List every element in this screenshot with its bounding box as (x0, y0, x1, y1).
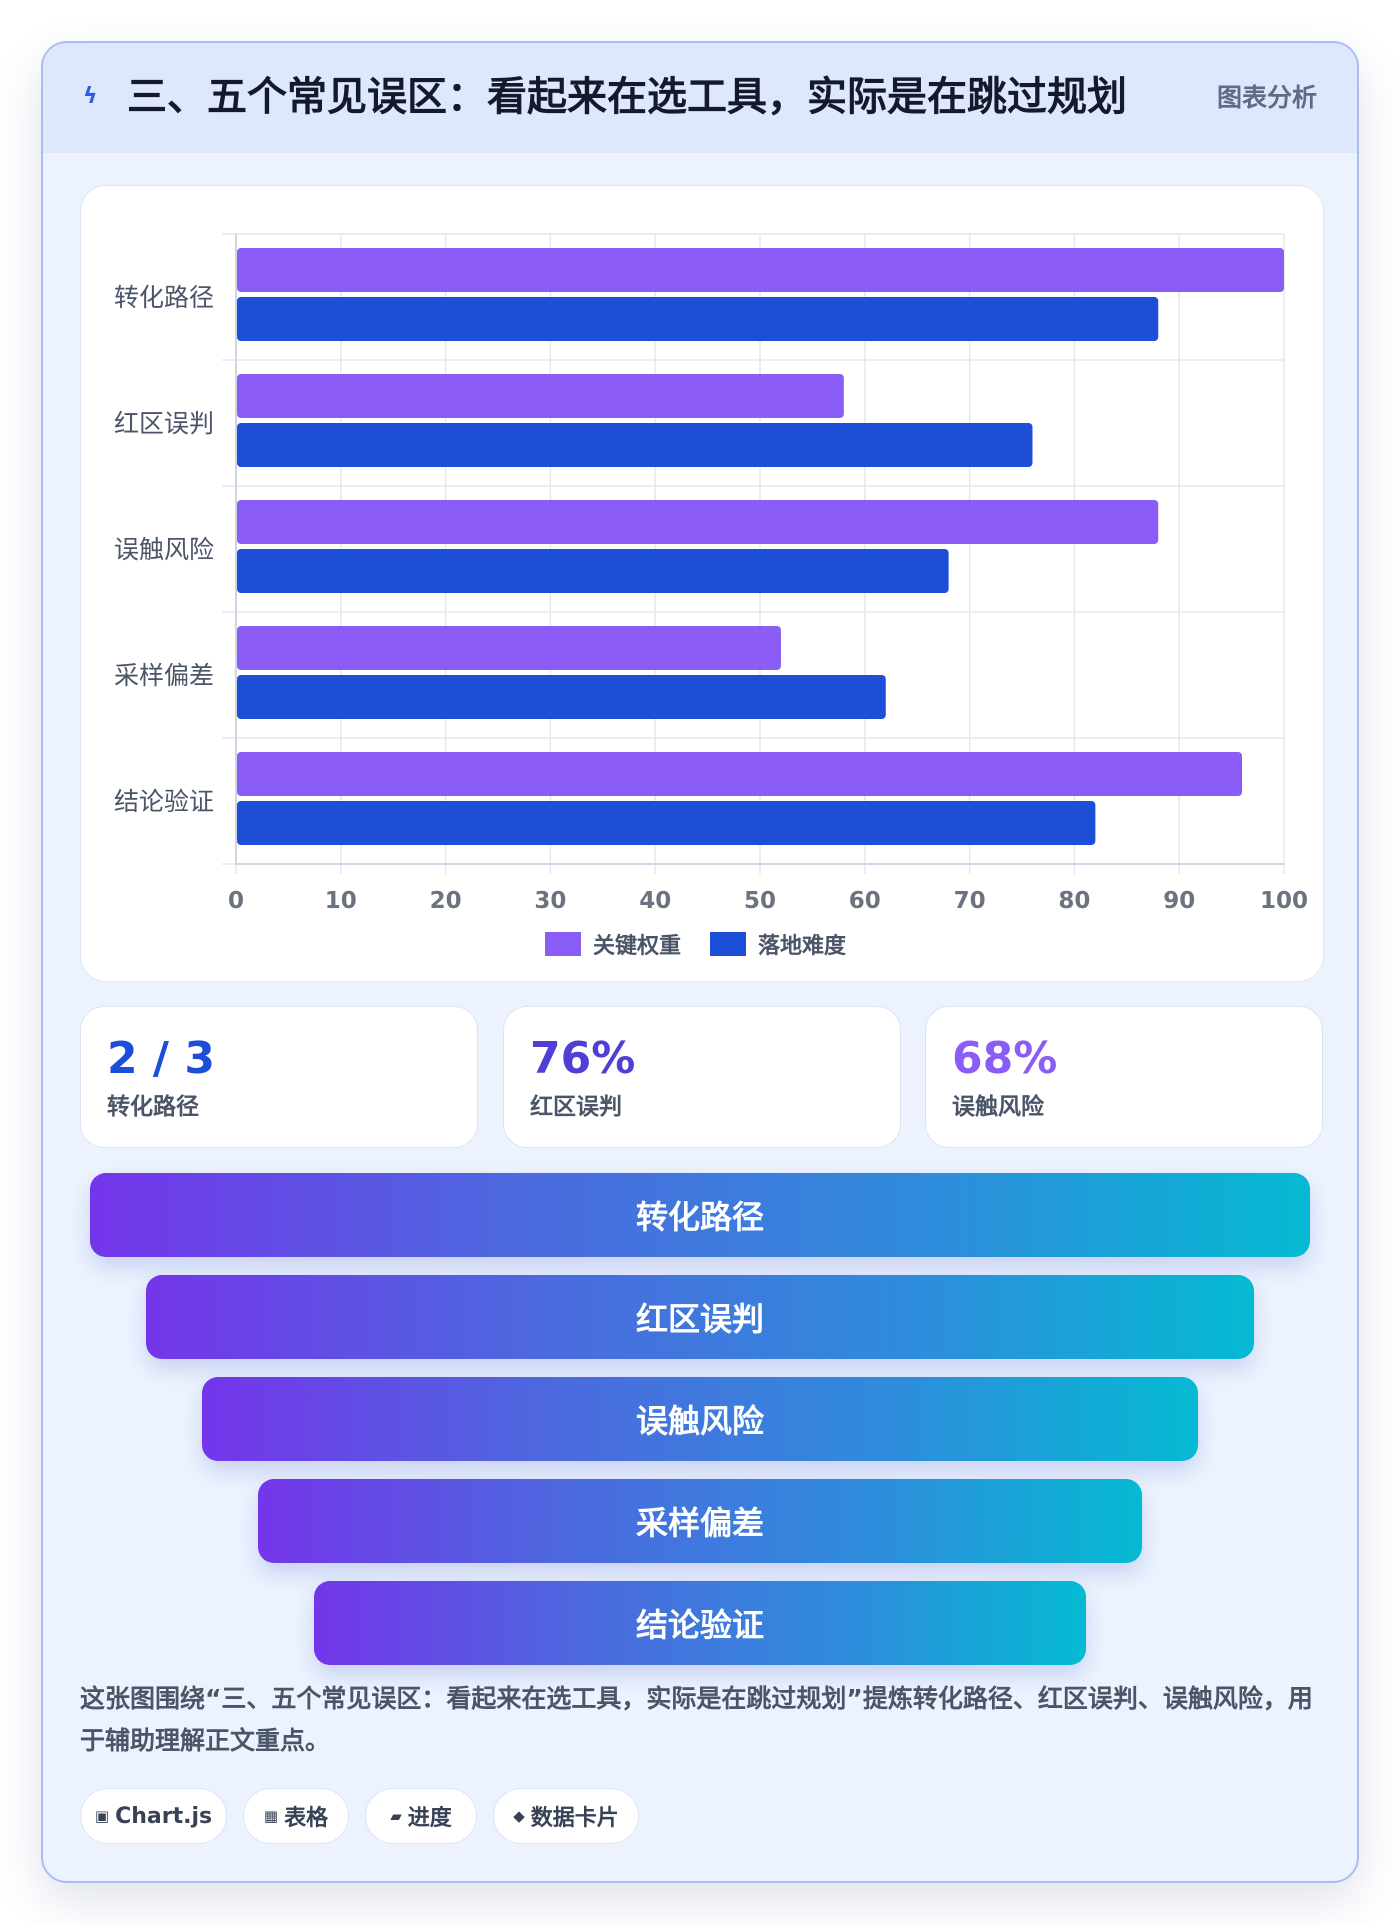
chip-label: 表格 (284, 1806, 329, 1831)
chip-table[interactable]: ▦ 表格 (243, 1788, 349, 1844)
funnel-stage-4: 采样偏差 (258, 1479, 1142, 1563)
bar-key-weight (237, 374, 844, 418)
table-icon: ▦ (263, 1807, 279, 1825)
diamond-icon: ◆ (513, 1807, 525, 1825)
x-tick-label: 0 (228, 888, 244, 914)
bar-difficulty (237, 675, 886, 719)
bar-key-weight (237, 626, 781, 670)
funnel-stage-label: 误触风险 (635, 1402, 764, 1440)
funnel-stage-label: 结论验证 (635, 1606, 764, 1644)
x-tick-label: 80 (1058, 888, 1090, 914)
legend-swatch (545, 932, 581, 956)
x-tick-label: 90 (1163, 888, 1195, 914)
kpi-label: 转化路径 (107, 1094, 199, 1120)
bar-difficulty (237, 801, 1096, 845)
lightning-icon: ϟ (83, 84, 98, 109)
funnel-stage-1: 转化路径 (90, 1173, 1310, 1257)
bar-key-weight (237, 752, 1243, 796)
legend-label: 落地难度 (758, 933, 847, 959)
chart-analysis-tag: 图表分析 (1216, 83, 1317, 112)
bar-chart-panel: 0 10 20 30 40 50 60 70 80 90 100 转化路径红区误判误触风险采样偏差结论… (80, 185, 1324, 982)
chip-data-card[interactable]: ◆ 数据卡片 (493, 1788, 639, 1844)
chip-label: Chart.js (115, 1803, 213, 1829)
funnel-stage-3: 误触风险 (202, 1377, 1198, 1461)
kpi-value: 76% (530, 1033, 636, 1084)
chip-label: 进度 (407, 1806, 452, 1831)
bar-chart: 0 10 20 30 40 50 60 70 80 90 100 转化路径红区误判误触风险采样偏差结论… (114, 233, 1308, 959)
card-header: ϟ 三、五个常见误区：看起来在选工具，实际是在跳过规划 图表分析 (43, 43, 1357, 153)
kpi-card-1: 2 / 3 转化路径 (80, 1006, 478, 1148)
x-tick-label: 50 (744, 888, 776, 914)
y-category-label: 采样偏差 (114, 661, 214, 690)
chart-card: ϟ 三、五个常见误区：看起来在选工具，实际是在跳过规划 图表分析 0 10 20 30… (41, 41, 1359, 1883)
bar-key-weight (237, 248, 1284, 292)
kpi-card-3: 68% 误触风险 (925, 1006, 1323, 1148)
x-tick-label: 70 (954, 888, 986, 914)
chip-chartjs[interactable]: ▣ Chart.js (80, 1788, 227, 1844)
x-tick-label: 60 (849, 888, 881, 914)
kpi-value: 2 / 3 (107, 1033, 215, 1084)
x-tick-label: 30 (534, 888, 566, 914)
x-tick-label: 20 (430, 888, 462, 914)
funnel-stage-label: 红区误判 (635, 1300, 764, 1338)
y-category-label: 转化路径 (114, 283, 214, 312)
funnel-stage-label: 转化路径 (635, 1198, 764, 1236)
chip-label: 数据卡片 (530, 1806, 619, 1831)
bar-difficulty (237, 297, 1159, 341)
chart-icon: ▣ (94, 1807, 110, 1825)
kpi-value: 68% (952, 1033, 1058, 1084)
page-title: 三、五个常见误区：看起来在选工具，实际是在跳过规划 (127, 74, 1127, 120)
legend-label: 关键权重 (593, 933, 681, 959)
x-tick-label: 40 (639, 888, 671, 914)
x-tick-label: 10 (325, 888, 357, 914)
kpi-label: 红区误判 (530, 1094, 622, 1120)
kpi-card-2: 76% 红区误判 (503, 1006, 901, 1148)
summary-text: 这张图围绕“三、五个常见误区：看起来在选工具，实际是在跳过规划”提炼转化路径、红… (80, 1684, 1313, 1755)
bar-difficulty (237, 549, 949, 593)
funnel-stage-2: 红区误判 (146, 1275, 1254, 1359)
kpi-label: 误触风险 (952, 1094, 1044, 1120)
y-category-label: 结论验证 (114, 787, 214, 816)
funnel-stage-5: 结论验证 (314, 1581, 1086, 1665)
bar-key-weight (237, 500, 1159, 544)
progress-icon: ▰ (390, 1807, 402, 1825)
x-tick-label: 100 (1260, 888, 1308, 914)
legend-swatch (710, 932, 746, 956)
y-category-label: 误触风险 (114, 535, 214, 564)
bar-difficulty (237, 423, 1033, 467)
chip-progress[interactable]: ▰ 进度 (365, 1788, 477, 1844)
y-category-label: 红区误判 (114, 409, 214, 438)
funnel-stage-label: 采样偏差 (635, 1504, 764, 1542)
